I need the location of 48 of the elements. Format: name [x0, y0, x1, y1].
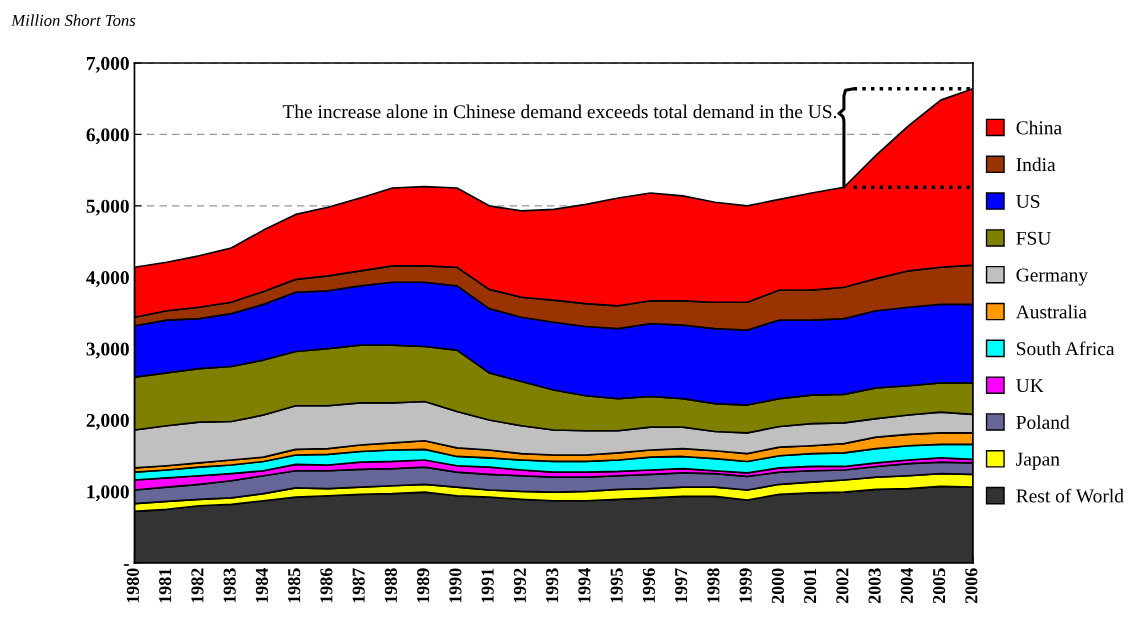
- x-tick-label: 1999: [739, 568, 752, 603]
- x-tick-label: 1998: [707, 568, 720, 603]
- x-tick-label: 1992: [513, 568, 526, 603]
- y-tick-label: 6,000: [86, 128, 129, 145]
- y-tick-label: 5,000: [86, 199, 129, 216]
- x-tick-label: 1993: [546, 568, 559, 603]
- x-tick-label: 1985: [288, 568, 301, 603]
- y-tick-label: 4,000: [86, 271, 129, 287]
- x-tick-label: 1989: [417, 568, 430, 603]
- y-tick-label: 7,000: [86, 56, 129, 73]
- x-tick-label: 2006: [965, 568, 978, 604]
- x-tick-label: 1986: [320, 568, 333, 603]
- legend-label: FSU: [1016, 231, 1051, 245]
- legend-label: Germany: [1016, 268, 1088, 286]
- annotation: The increase alone in Chinese demand exceeds total demand in the US.: [282, 104, 837, 119]
- x-tick-label: 2003: [868, 568, 881, 604]
- y-tick-label: 1,000: [87, 485, 129, 502]
- y-tick-label: 3,000: [86, 342, 129, 359]
- x-tick-label: 2002: [836, 568, 849, 604]
- legend-label: India: [1016, 157, 1056, 172]
- x-tick-label: 2000: [771, 568, 784, 604]
- legend-label: South Africa: [1017, 341, 1115, 356]
- x-tick-label: 1980: [126, 568, 139, 603]
- legend-label: Poland: [1016, 415, 1070, 429]
- x-tick-label: 2001: [804, 568, 817, 604]
- x-tick-label: 1983: [223, 568, 236, 603]
- y-axis-title: Million Short Tons: [11, 14, 136, 27]
- x-tick-label: 1987: [352, 568, 365, 603]
- x-tick-label: 2005: [933, 568, 946, 604]
- x-tick-label: 1994: [578, 568, 591, 603]
- x-tick-label: 1990: [449, 568, 462, 603]
- x-tick-label: 1995: [610, 568, 623, 603]
- legend-label: China: [1016, 120, 1062, 135]
- x-tick-label: 1982: [191, 568, 204, 603]
- legend-label: Japan: [1016, 452, 1060, 470]
- x-tick-label: 1984: [255, 568, 268, 603]
- x-tick-label: 1996: [642, 568, 655, 603]
- x-tick-label: 2004: [900, 568, 913, 604]
- legend-label: UK: [1016, 379, 1044, 393]
- legend-label: Australia: [1015, 304, 1087, 319]
- y-tick-label: 2,000: [86, 413, 129, 430]
- x-tick-label: 1991: [481, 568, 494, 603]
- x-tick-label: 1981: [159, 568, 172, 603]
- legend-label: Rest of World: [1016, 488, 1124, 503]
- y-tick-label: -: [123, 564, 129, 566]
- x-tick-label: 1988: [384, 568, 397, 603]
- legend-label: US: [1016, 194, 1040, 208]
- x-tick-label: 1997: [675, 568, 688, 603]
